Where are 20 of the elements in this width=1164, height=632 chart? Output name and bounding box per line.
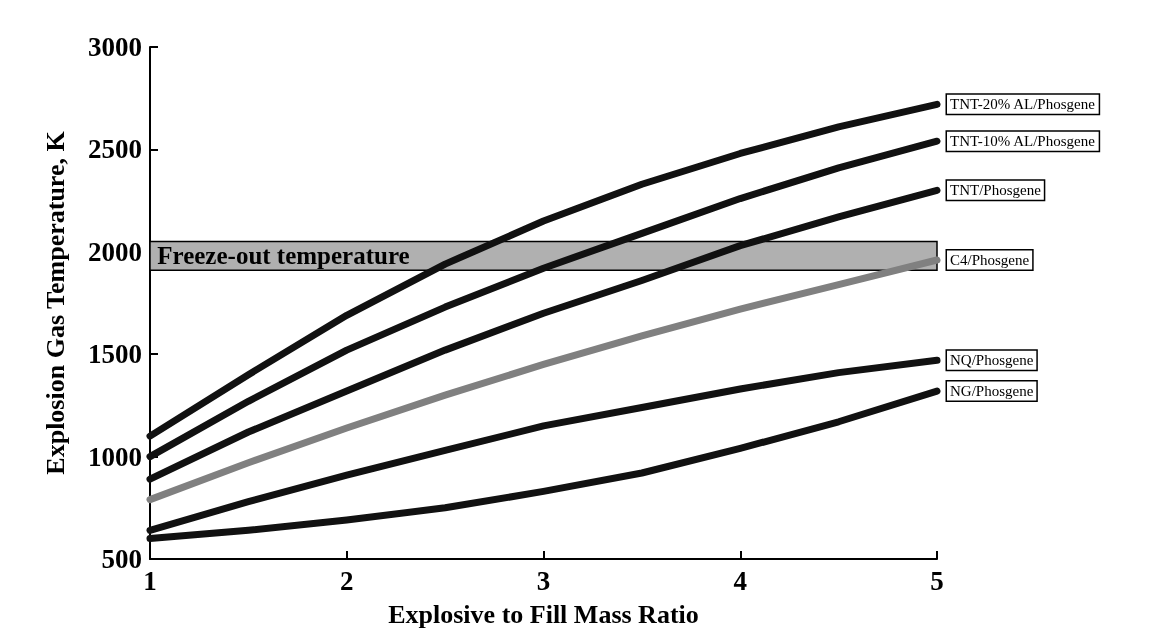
series-label: NG/Phosgene <box>950 383 1034 400</box>
y-axis-title: Explosion Gas Temperature, K <box>40 130 70 475</box>
series-label: C4/Phosgene <box>950 251 1030 268</box>
x-tick-label: 4 <box>733 565 747 596</box>
series-label: TNT/Phosgene <box>950 182 1042 199</box>
series-label: NQ/Phosgene <box>950 352 1034 369</box>
y-tick-label: 3000 <box>88 32 142 62</box>
series-label: TNT-20% AL/Phosgene <box>950 96 1096 113</box>
x-axis-title: Explosive to Fill Mass Ratio <box>388 599 699 629</box>
y-tick-label: 2000 <box>88 236 142 267</box>
x-tick-label: 5 <box>930 565 944 596</box>
x-tick-label: 2 <box>340 565 354 596</box>
band-label: Freeze-out temperature <box>157 242 410 270</box>
x-tick-label: 1 <box>143 565 157 596</box>
y-tick-label: 500 <box>101 544 142 574</box>
y-tick-label: 1500 <box>88 339 142 370</box>
y-tick-label: 2500 <box>88 134 142 165</box>
x-tick-label: 3 <box>536 565 551 596</box>
series-label: TNT-10% AL/Phosgene <box>950 133 1096 150</box>
y-tick-label: 1000 <box>88 441 142 472</box>
